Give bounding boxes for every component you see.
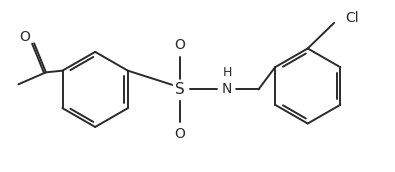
Text: Cl: Cl [345,11,359,25]
Text: N: N [222,82,232,96]
Text: O: O [19,30,30,44]
Text: S: S [175,82,184,97]
Text: O: O [174,38,185,52]
Text: O: O [174,127,185,141]
Text: H: H [222,66,232,79]
